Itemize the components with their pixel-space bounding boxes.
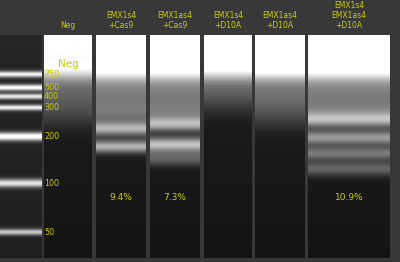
Text: 100: 100: [44, 179, 59, 188]
Text: 400: 400: [44, 92, 59, 101]
Text: 300: 300: [44, 103, 59, 112]
Text: EMX1s4
+D10A: EMX1s4 +D10A: [213, 11, 243, 30]
Text: EMX1s4
EMX1as4
+D10A: EMX1s4 EMX1as4 +D10A: [332, 1, 366, 30]
Text: EMX1as4
+Cas9: EMX1as4 +Cas9: [158, 11, 192, 30]
Text: 500: 500: [44, 83, 59, 92]
Text: 750: 750: [44, 70, 59, 79]
Text: Neg: Neg: [60, 21, 76, 30]
Text: Neg: Neg: [58, 59, 78, 69]
Text: 50: 50: [44, 228, 54, 237]
Text: 200: 200: [44, 132, 59, 141]
Text: EMX1as4
+D10A: EMX1as4 +D10A: [262, 11, 298, 30]
Text: 10.9%: 10.9%: [335, 193, 363, 203]
Text: EMX1s4
+Cas9: EMX1s4 +Cas9: [106, 11, 136, 30]
Text: 7.3%: 7.3%: [164, 193, 186, 203]
Text: 9.4%: 9.4%: [110, 193, 132, 203]
